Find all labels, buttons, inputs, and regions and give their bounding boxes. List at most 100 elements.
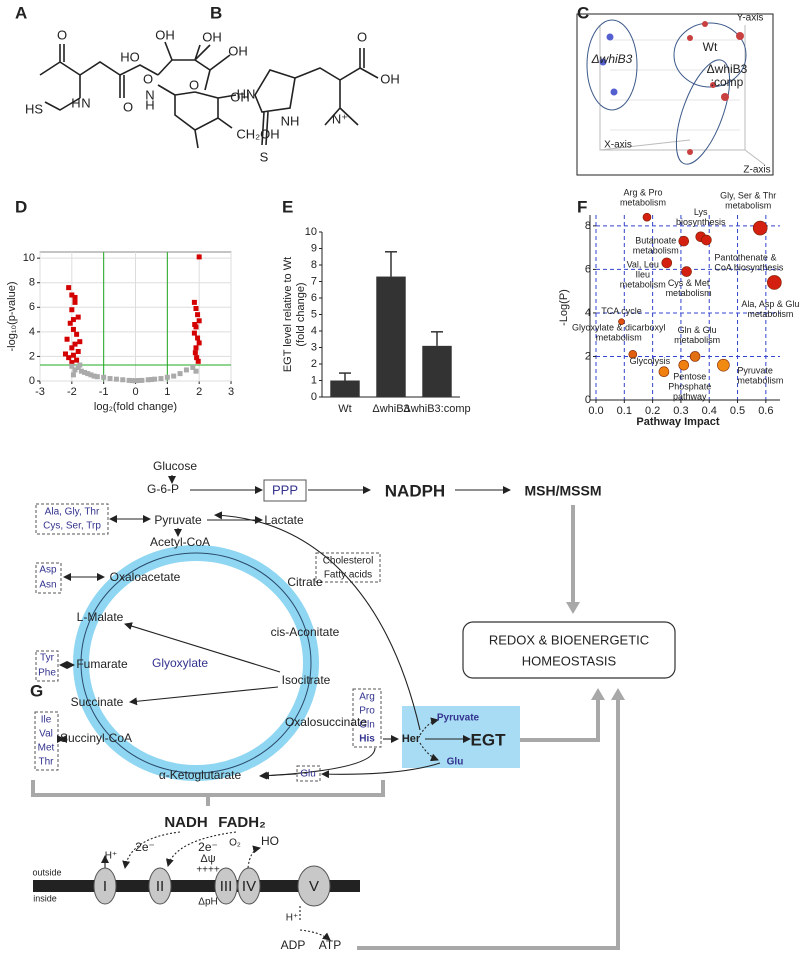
diagram-label: Pyruvate (154, 513, 202, 527)
x-tick-label: -3 (35, 386, 45, 398)
diagram-label: NADH (164, 814, 207, 831)
diagram-label: Glucose (153, 459, 197, 473)
bubble-label: Glyoxylate & dicarboxyl (572, 323, 666, 333)
x-tick-label: 0.2 (645, 405, 660, 417)
y-tick-label: 6 (29, 301, 35, 313)
point (139, 377, 145, 383)
bubble-label: Cys & Met (668, 278, 710, 288)
atom-label: N (145, 87, 154, 102)
diagram-label: H⁺ (286, 913, 299, 924)
bubble (678, 359, 690, 371)
diagram-label: 2e⁻ (198, 840, 218, 854)
atom-label: HN (237, 86, 256, 101)
diagram-label: Glyoxylate (152, 656, 208, 670)
bubble (618, 318, 625, 325)
y-tick-label: 7 (311, 275, 317, 287)
point (91, 373, 97, 379)
x-tick-label: ΔwhiB3 (372, 403, 409, 415)
y-tick-label: 0 (311, 391, 317, 403)
diagram-label: HO (261, 834, 279, 848)
diagram-label: His (359, 734, 375, 745)
panel-label: B (210, 3, 222, 22)
panel-label: D (15, 197, 27, 216)
diagram-label: III (220, 878, 233, 895)
diagram-label: Glu (447, 757, 464, 768)
point (67, 320, 73, 326)
atom-label: CH₂OH (236, 126, 279, 141)
point (64, 336, 70, 342)
point (192, 350, 198, 356)
point (75, 349, 81, 355)
y-tick-label: 8 (29, 277, 35, 289)
atom-label: NH (281, 113, 300, 128)
axis-label: X-axis (604, 140, 632, 151)
diagram-label: ATP (319, 938, 341, 952)
diagram-label: Phe (38, 668, 56, 679)
y-tick-label: 8 (585, 220, 591, 232)
y-tick-label: 6 (585, 263, 591, 275)
diagram-label: O₂ (229, 838, 241, 849)
diagram-label: Fumarate (76, 657, 128, 671)
bubble-label: Ala, Asp & Glu (741, 299, 799, 309)
bubble-label: metabolism (747, 309, 793, 319)
bubble-label: pathway (673, 392, 707, 402)
point (193, 306, 199, 312)
diagram-label: Asp (39, 565, 57, 576)
diagram-label: L-Malate (77, 610, 124, 624)
bubble-label: Gly, Ser & Thr (720, 190, 776, 200)
bubble-label: biosynthesis (676, 217, 726, 227)
point (78, 368, 84, 374)
x-tick-label: Wt (338, 403, 351, 415)
diagram-label: Tyr (40, 653, 55, 664)
diagram-label: Asn (39, 580, 56, 591)
diagram-label: G-6-P (147, 482, 179, 496)
group-label: Wt (703, 40, 718, 54)
point (74, 331, 80, 337)
y-tick-label: 9 (311, 242, 317, 254)
bubble-label: metabolism (666, 288, 712, 298)
atom-label: N⁺ (332, 111, 348, 126)
diagram-label: Lactate (264, 513, 304, 527)
bubble-label: metabolism (596, 333, 642, 343)
point (191, 299, 197, 305)
atom-label: H (145, 97, 154, 112)
atom-label: OH (202, 29, 222, 44)
diagram-label: ++++ (196, 865, 220, 876)
y-tick-label: 2 (311, 358, 317, 370)
structure-b (254, 48, 379, 146)
bubble-label: Phosphate (668, 382, 711, 392)
diagram-label: REDOX & BIOENERGETIC (489, 632, 649, 647)
bubble-label: Val, Leu (627, 259, 659, 269)
y-tick-label: 6 (311, 292, 317, 304)
diagram-label: outside (32, 867, 61, 877)
point (69, 345, 75, 351)
point (129, 378, 135, 384)
point (88, 372, 94, 378)
diagram-label: 2e⁻ (135, 840, 155, 854)
point (72, 299, 78, 305)
atom-label: N (81, 95, 90, 110)
bubble (658, 366, 670, 378)
group-label: ΔwhiB3 (591, 52, 633, 66)
bubble (661, 257, 673, 269)
bubble-label: Ileu (636, 269, 651, 279)
point (66, 355, 72, 361)
atom-label: H (71, 95, 80, 110)
bubble-label: metabolism (633, 245, 679, 255)
bubble-label: Lys (694, 207, 708, 217)
bar (376, 276, 406, 397)
x-axis-title: Pathway Impact (636, 416, 719, 428)
diagram-label: Oxalosuccinate (285, 715, 367, 729)
atom-label: O (357, 29, 367, 44)
point (94, 374, 100, 380)
diagram-label: Fatty acids (324, 570, 372, 581)
x-axis-title: log₂(fold change) (94, 401, 177, 413)
diagram-label: EGT (471, 730, 507, 749)
atom-label: OH (155, 27, 175, 42)
point (195, 358, 201, 364)
point (196, 340, 202, 346)
y-tick-label: 4 (311, 325, 317, 337)
diagram-label: Her (402, 733, 421, 745)
bubble (689, 351, 701, 362)
